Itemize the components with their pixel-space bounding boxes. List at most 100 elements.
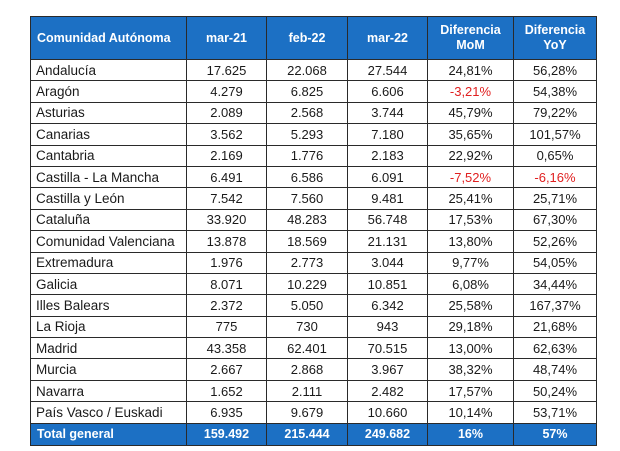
table-row: Canarias 3.562 5.293 7.180 35,65% 101,57% bbox=[30, 123, 597, 146]
cell-mom: 24,81% bbox=[427, 58, 514, 82]
cell-feb22: 2.568 bbox=[266, 101, 348, 125]
total-yoy: 57% bbox=[513, 422, 597, 446]
cell-mom: -7,52% bbox=[427, 165, 514, 189]
cell-mar21: 2.169 bbox=[186, 144, 267, 167]
table-row: Murcia 2.667 2.868 3.967 38,32% 48,74% bbox=[30, 358, 597, 381]
cell-mar22: 9.481 bbox=[347, 187, 428, 210]
table-footer: Total general 159.492 215.444 249.682 16… bbox=[30, 422, 597, 446]
table-row: Madrid 43.358 62.401 70.515 13,00% 62,63% bbox=[30, 337, 597, 360]
table-row: Illes Balears 2.372 5.050 6.342 25,58% 167,37… bbox=[30, 294, 597, 317]
header-row: Comunidad Autónoma mar-21 feb-22 mar-22 … bbox=[30, 16, 597, 60]
cell-feb22: 6.825 bbox=[266, 80, 348, 103]
cell-feb22: 730 bbox=[266, 315, 348, 339]
table-row: La Rioja 775 730 943 29,18% 21,68% bbox=[30, 315, 597, 339]
cell-mar22: 3.044 bbox=[347, 251, 428, 274]
cell-yoy: 34,44% bbox=[513, 272, 597, 296]
cell-mom: 38,32% bbox=[427, 358, 514, 381]
cell-feb22: 18.569 bbox=[266, 230, 348, 253]
cell-feb22: 6.586 bbox=[266, 165, 348, 189]
cell-yoy: 25,71% bbox=[513, 187, 597, 210]
table-body: Andalucía 17.625 22.068 27.544 24,81% 56,28% A… bbox=[30, 58, 597, 424]
cell-feb22: 2.773 bbox=[266, 251, 348, 274]
cell-yoy: 101,57% bbox=[513, 123, 597, 146]
cell-feb22: 5.050 bbox=[266, 294, 348, 317]
cell-mom: 25,41% bbox=[427, 187, 514, 210]
cell-yoy: 79,22% bbox=[513, 101, 597, 125]
cell-feb22: 9.679 bbox=[266, 401, 348, 424]
header-mar21: mar-21 bbox=[186, 16, 267, 60]
cell-mar21: 1.976 bbox=[186, 251, 267, 274]
cell-comunidad: Galicia bbox=[30, 272, 187, 296]
cell-mom: 22,92% bbox=[427, 144, 514, 167]
table-row: Navarra 1.652 2.111 2.482 17,57% 50,24% bbox=[30, 379, 597, 403]
table-row: Cataluña 33.920 48.283 56.748 17,53% 67,30% bbox=[30, 208, 597, 232]
cell-comunidad: País Vasco / Euskadi bbox=[30, 401, 187, 424]
table-row: Cantabria 2.169 1.776 2.183 22,92% 0,65% bbox=[30, 144, 597, 167]
cell-comunidad: Aragón bbox=[30, 80, 187, 103]
cell-mar22: 943 bbox=[347, 315, 428, 339]
cell-mom: 10,14% bbox=[427, 401, 514, 424]
cell-mar22: 3.967 bbox=[347, 358, 428, 381]
cell-comunidad: Canarias bbox=[30, 123, 187, 146]
cell-yoy: -6,16% bbox=[513, 165, 597, 189]
cell-yoy: 54,05% bbox=[513, 251, 597, 274]
cell-mar21: 775 bbox=[186, 315, 267, 339]
cell-mar21: 17.625 bbox=[186, 58, 267, 82]
table-row: Extremadura 1.976 2.773 3.044 9,77% 54,05% bbox=[30, 251, 597, 274]
cell-mar22: 2.183 bbox=[347, 144, 428, 167]
cell-feb22: 5.293 bbox=[266, 123, 348, 146]
header-feb22: feb-22 bbox=[266, 16, 348, 60]
cell-feb22: 1.776 bbox=[266, 144, 348, 167]
cell-mom: 17,53% bbox=[427, 208, 514, 232]
cell-comunidad: La Rioja bbox=[30, 315, 187, 339]
cell-feb22: 2.111 bbox=[266, 379, 348, 403]
cell-mom: 17,57% bbox=[427, 379, 514, 403]
cell-feb22: 62.401 bbox=[266, 337, 348, 360]
table-row: Aragón 4.279 6.825 6.606 -3,21% 54,38% bbox=[30, 80, 597, 103]
table-row: Andalucía 17.625 22.068 27.544 24,81% 56,28% bbox=[30, 58, 597, 82]
cell-yoy: 53,71% bbox=[513, 401, 597, 424]
cell-mom: 9,77% bbox=[427, 251, 514, 274]
header-diferencia-yoy: Diferencia YoY bbox=[513, 16, 597, 60]
cell-mar22: 3.744 bbox=[347, 101, 428, 125]
cell-yoy: 21,68% bbox=[513, 315, 597, 339]
table-row: País Vasco / Euskadi 6.935 9.679 10.660 10,1… bbox=[30, 401, 597, 424]
total-feb22: 215.444 bbox=[266, 422, 348, 446]
total-mar21: 159.492 bbox=[186, 422, 267, 446]
cell-yoy: 167,37% bbox=[513, 294, 597, 317]
cell-mar22: 2.482 bbox=[347, 379, 428, 403]
cell-mar21: 33.920 bbox=[186, 208, 267, 232]
cell-comunidad: Comunidad Valenciana bbox=[30, 230, 187, 253]
table-header: Comunidad Autónoma mar-21 feb-22 mar-22 … bbox=[30, 16, 597, 60]
cell-feb22: 10.229 bbox=[266, 272, 348, 296]
cell-feb22: 2.868 bbox=[266, 358, 348, 381]
cell-mar21: 3.562 bbox=[186, 123, 267, 146]
cell-yoy: 54,38% bbox=[513, 80, 597, 103]
cell-comunidad: Navarra bbox=[30, 379, 187, 403]
cell-mom: -3,21% bbox=[427, 80, 514, 103]
header-diferencia-mom: Diferencia MoM bbox=[427, 16, 514, 60]
cell-mar21: 8.071 bbox=[186, 272, 267, 296]
cell-mar22: 56.748 bbox=[347, 208, 428, 232]
cell-comunidad: Murcia bbox=[30, 358, 187, 381]
cell-mom: 35,65% bbox=[427, 123, 514, 146]
cell-comunidad: Madrid bbox=[30, 337, 187, 360]
cell-mar22: 10.851 bbox=[347, 272, 428, 296]
cell-yoy: 50,24% bbox=[513, 379, 597, 403]
total-mar22: 249.682 bbox=[347, 422, 428, 446]
cell-yoy: 62,63% bbox=[513, 337, 597, 360]
cell-mar21: 2.667 bbox=[186, 358, 267, 381]
cell-comunidad: Asturias bbox=[30, 101, 187, 125]
cell-comunidad: Andalucía bbox=[30, 58, 187, 82]
cell-mar21: 6.935 bbox=[186, 401, 267, 424]
cell-mom: 29,18% bbox=[427, 315, 514, 339]
cell-mar21: 7.542 bbox=[186, 187, 267, 210]
cell-mar21: 1.652 bbox=[186, 379, 267, 403]
cell-mom: 45,79% bbox=[427, 101, 514, 125]
cell-yoy: 0,65% bbox=[513, 144, 597, 167]
cell-mom: 25,58% bbox=[427, 294, 514, 317]
cell-feb22: 7.560 bbox=[266, 187, 348, 210]
cell-yoy: 56,28% bbox=[513, 58, 597, 82]
table-row: Galicia 8.071 10.229 10.851 6,08% 34,44% bbox=[30, 272, 597, 296]
cell-mar21: 2.372 bbox=[186, 294, 267, 317]
